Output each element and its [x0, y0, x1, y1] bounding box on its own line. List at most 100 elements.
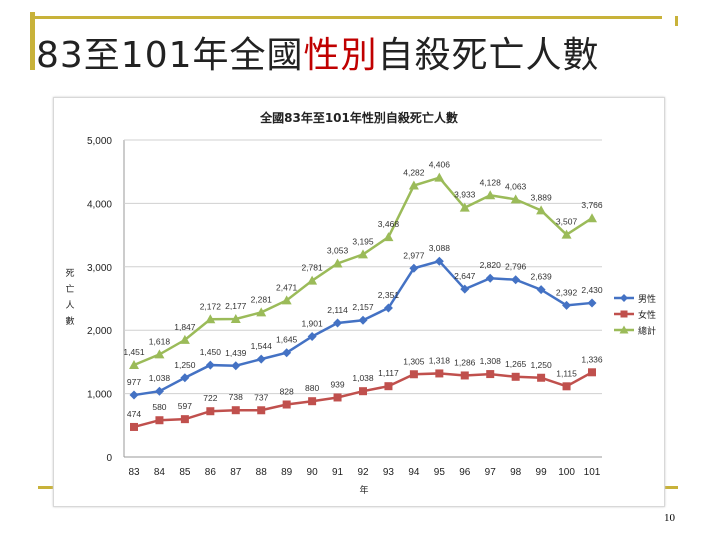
data-label: 1,544 [251, 341, 273, 351]
frame-accent-horizontal [30, 16, 662, 19]
y-axis-label-char: 數 [65, 315, 74, 327]
data-label: 3,468 [378, 219, 400, 229]
y-tick-label: 4,000 [87, 199, 112, 210]
data-point-male [536, 285, 546, 295]
data-label: 1,450 [200, 347, 222, 357]
data-point-female [155, 416, 164, 425]
data-label: 722 [203, 393, 217, 403]
data-label: 4,406 [429, 160, 451, 170]
data-point-total [408, 180, 419, 190]
data-label: 1,308 [480, 356, 502, 366]
data-label: 3,766 [581, 200, 603, 210]
data-point-total [536, 205, 547, 215]
data-label: 1,265 [505, 359, 527, 369]
data-point-total [154, 349, 165, 359]
data-point-male [129, 390, 139, 400]
legend-marker-female [620, 310, 628, 318]
data-label: 737 [254, 392, 268, 402]
data-point-female [180, 415, 189, 424]
x-tick-label: 88 [256, 467, 268, 478]
data-point-total [383, 232, 394, 242]
data-point-male [256, 354, 266, 364]
data-label: 2,977 [403, 250, 425, 260]
x-tick-label: 92 [357, 467, 369, 478]
data-point-total [205, 314, 216, 324]
data-label: 2,471 [276, 282, 298, 292]
data-label: 580 [152, 402, 166, 412]
data-label: 4,282 [403, 168, 425, 178]
data-point-male [282, 348, 292, 358]
data-label: 880 [305, 383, 319, 393]
data-point-male [205, 360, 215, 370]
data-point-total [256, 307, 267, 317]
x-tick-label: 91 [332, 467, 344, 478]
x-tick-label: 90 [307, 467, 319, 478]
slide-title-part-1: 83至101年全國 [36, 35, 304, 76]
data-point-female [460, 371, 469, 380]
data-label: 1,305 [403, 356, 425, 366]
data-point-female [435, 369, 444, 378]
data-point-male [154, 386, 164, 396]
data-point-total [129, 360, 139, 370]
x-tick-label: 86 [205, 467, 217, 478]
data-point-total [281, 295, 292, 305]
data-point-male [180, 373, 190, 383]
data-label: 2,281 [251, 294, 273, 304]
data-label: 1,286 [454, 357, 476, 367]
data-label: 1,115 [556, 368, 577, 378]
data-label: 2,177 [225, 301, 247, 311]
chart-title: 全國83年至101年性別自殺死亡人數 [259, 110, 458, 125]
data-point-male [409, 263, 419, 273]
data-label: 2,781 [301, 263, 323, 273]
data-point-female [282, 400, 291, 409]
data-label: 828 [280, 387, 294, 397]
legend-label: 女性 [638, 309, 656, 321]
data-label: 2,157 [352, 302, 374, 312]
data-label: 1,117 [378, 368, 399, 378]
x-tick-label: 93 [383, 467, 395, 478]
x-tick-label: 101 [584, 467, 601, 478]
x-tick-label: 100 [558, 467, 575, 478]
data-point-total [485, 190, 496, 200]
data-label: 1,318 [429, 355, 451, 365]
data-label: 2,430 [581, 285, 603, 295]
data-point-total [179, 334, 190, 344]
y-axis-label-char: 人 [65, 300, 74, 311]
legend-marker-male [620, 294, 628, 302]
data-label: 1,618 [149, 336, 171, 346]
data-point-female [486, 370, 495, 379]
frame-accent-vertical [30, 12, 35, 70]
data-label: 3,889 [530, 192, 552, 202]
data-point-female [588, 368, 596, 377]
data-label: 738 [229, 392, 243, 402]
data-label: 2,172 [200, 301, 222, 311]
legend-label: 總計 [638, 325, 656, 337]
data-point-female [130, 422, 138, 431]
data-label: 2,639 [530, 272, 552, 282]
data-point-male [383, 303, 393, 313]
data-point-female [308, 397, 317, 406]
data-label: 2,820 [480, 260, 502, 270]
frame-accent-tick [675, 16, 678, 26]
data-point-male [460, 284, 470, 294]
data-point-male [562, 300, 572, 310]
data-point-male [358, 315, 368, 325]
data-point-total [358, 249, 368, 259]
data-point-male [511, 275, 521, 285]
x-tick-label: 95 [434, 467, 446, 478]
data-point-total [307, 275, 318, 285]
x-tick-label: 97 [485, 467, 497, 478]
x-tick-label: 87 [230, 467, 242, 478]
data-label: 2,114 [327, 305, 348, 315]
x-tick-label: 85 [179, 467, 191, 478]
data-point-total [434, 172, 445, 182]
data-label: 2,796 [505, 262, 527, 272]
data-label: 1,038 [352, 373, 374, 383]
slide-title-part-3: 自殺死亡人數 [377, 35, 600, 76]
data-label: 1,439 [225, 348, 247, 358]
data-point-male [434, 256, 444, 266]
data-label: 3,933 [454, 190, 476, 200]
data-point-female [537, 373, 546, 382]
data-point-total [459, 202, 470, 212]
data-label: 2,647 [454, 271, 476, 281]
